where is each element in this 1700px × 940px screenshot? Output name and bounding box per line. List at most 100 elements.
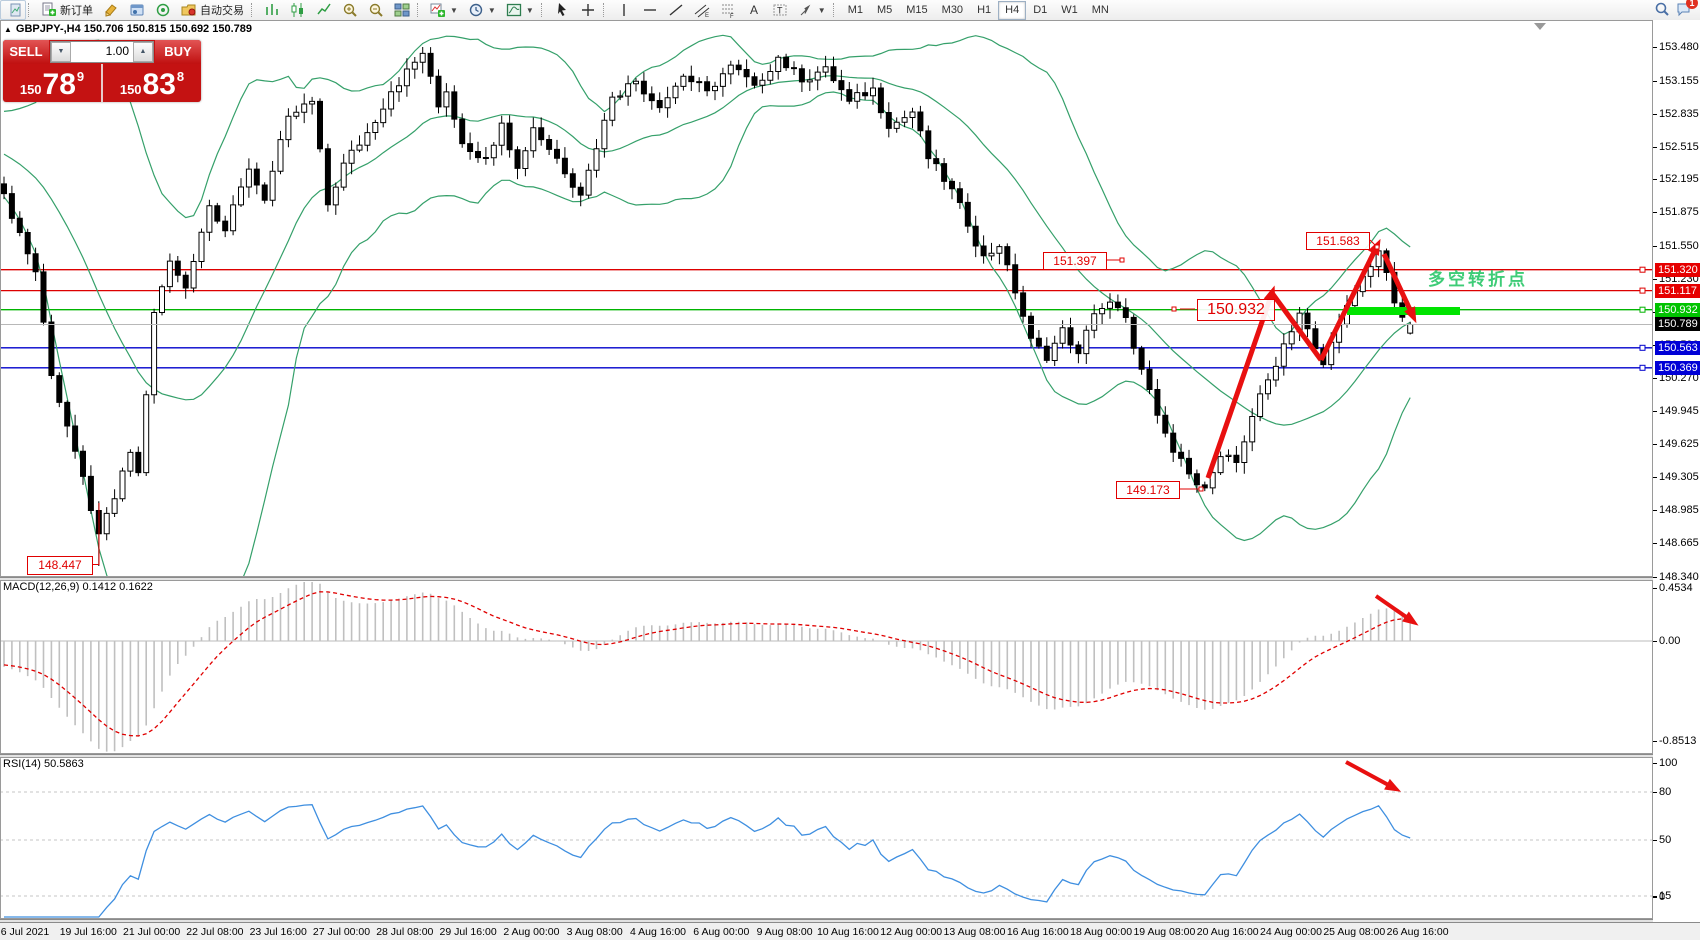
arrows-menu[interactable]: ▼ bbox=[793, 0, 831, 20]
fibonacci-tool[interactable]: F bbox=[715, 0, 741, 20]
price-callout[interactable]: 148.447 bbox=[27, 556, 93, 575]
sell-button[interactable]: SELL bbox=[3, 40, 49, 64]
trend-arrow[interactable] bbox=[1318, 244, 1380, 362]
axis-tick bbox=[1653, 444, 1657, 446]
volume-input[interactable]: 1.00 bbox=[105, 44, 129, 58]
cn-text-annotation[interactable]: 多空转折点 bbox=[1428, 270, 1528, 289]
rsi-panel[interactable] bbox=[0, 757, 1653, 919]
time-axis-label: 24 Aug 00:00 bbox=[1260, 926, 1322, 938]
zoom-out-icon[interactable] bbox=[363, 0, 389, 20]
time-axis[interactable]: 6 Jul 2021 19 Jul 16:00 21 Jul 00:00 22 Jul… bbox=[0, 922, 1700, 940]
cursor-tool[interactable] bbox=[549, 0, 575, 20]
price-callout[interactable]: 149.173 bbox=[1116, 481, 1180, 499]
time-axis-label: 22 Jul 08:00 bbox=[186, 926, 244, 938]
rsi-scale-label: 80 bbox=[1659, 786, 1672, 798]
timeframe-m1[interactable]: M1 bbox=[847, 3, 863, 16]
timeframe-m30[interactable]: M30 bbox=[941, 3, 964, 16]
shapes-icon bbox=[798, 2, 814, 18]
trend-arrow[interactable] bbox=[1269, 291, 1324, 362]
text-label-tool[interactable]: T bbox=[767, 0, 793, 20]
tile-windows-icon[interactable] bbox=[389, 0, 415, 20]
bar-chart-icon[interactable] bbox=[259, 0, 285, 20]
axis-tick bbox=[1653, 80, 1657, 82]
candlestick-chart-icon[interactable] bbox=[285, 0, 311, 20]
chart-shift-marker[interactable] bbox=[1534, 23, 1546, 30]
trend-arrow[interactable] bbox=[1205, 292, 1275, 479]
volume-up-button[interactable]: ▲ bbox=[133, 42, 153, 62]
auto-trading-button[interactable]: 自动交易 bbox=[176, 0, 249, 20]
crosshair-tool[interactable] bbox=[575, 0, 601, 20]
equidistant-channel-tool[interactable]: E bbox=[689, 0, 715, 20]
time-axis-label: 13 Aug 08:00 bbox=[943, 926, 1006, 938]
macd-panel[interactable] bbox=[0, 580, 1653, 754]
line-chart-icon[interactable] bbox=[311, 0, 337, 20]
axis-tick bbox=[1653, 179, 1657, 181]
axis-tick bbox=[1653, 641, 1657, 642]
gold-tool-icon bbox=[103, 2, 119, 18]
line-handle[interactable] bbox=[1639, 287, 1646, 294]
timeframe-m15[interactable]: M15 bbox=[906, 3, 928, 16]
templates-menu[interactable]: ▼ bbox=[501, 0, 539, 20]
green-highlight-bar[interactable] bbox=[1347, 307, 1460, 315]
bollinger-upper-band bbox=[3, 34, 1411, 336]
time-axis-label: 26 Aug 16:00 bbox=[1386, 926, 1449, 938]
trendline-tool[interactable] bbox=[663, 0, 689, 20]
sell-price[interactable]: 150 78 9 bbox=[3, 64, 103, 102]
vertical-line-tool[interactable] bbox=[611, 0, 637, 20]
price-axis[interactable]: 153.480 153.155 152.835 152.515 152.195 151.8… bbox=[1653, 20, 1700, 922]
zoom-in-icon[interactable] bbox=[337, 0, 363, 20]
search-icon[interactable] bbox=[1654, 1, 1670, 20]
price-line-label: 150.563 bbox=[1655, 340, 1700, 355]
timeframe-w1[interactable]: W1 bbox=[1061, 3, 1078, 16]
horizontal-line-tool[interactable] bbox=[637, 0, 663, 20]
time-axis-label: 19 Jul 16:00 bbox=[59, 926, 117, 938]
data-window-icon[interactable] bbox=[150, 0, 176, 20]
volume-down-button[interactable]: ▼ bbox=[51, 42, 71, 62]
timeframe-h1[interactable]: H1 bbox=[977, 3, 992, 16]
timeframe-mn[interactable]: MN bbox=[1091, 3, 1109, 16]
price-callout[interactable]: 150.932 bbox=[1197, 299, 1275, 321]
price-callout[interactable]: 151.397 bbox=[1043, 252, 1107, 270]
buy-button[interactable]: BUY bbox=[155, 40, 201, 64]
price-callout[interactable]: 151.583 bbox=[1306, 232, 1370, 250]
timeframe-d1[interactable]: D1 bbox=[1033, 3, 1048, 16]
timeframe-group: M1 M5 M15 M30 H1 H4 D1 W1 MN bbox=[841, 0, 1116, 20]
symbol-info: ▲ GBPJPY-,H4 150.706 150.815 150.692 150… bbox=[4, 23, 252, 35]
indicators-menu[interactable]: ▼ bbox=[425, 0, 463, 20]
text-label-icon: T bbox=[772, 2, 788, 18]
axis-tick bbox=[1653, 897, 1657, 898]
rsi-arrow[interactable] bbox=[1345, 760, 1395, 790]
line-handle[interactable] bbox=[1639, 306, 1646, 313]
trend-arrow[interactable] bbox=[1381, 252, 1416, 318]
text-tool[interactable]: A bbox=[741, 0, 767, 20]
periods-menu[interactable]: ▼ bbox=[463, 0, 501, 20]
time-axis-label: 3 Aug 08:00 bbox=[566, 926, 623, 938]
line-handle[interactable] bbox=[1639, 364, 1646, 371]
axis-tick bbox=[1653, 47, 1657, 48]
buy-price[interactable]: 150 83 8 bbox=[103, 64, 201, 102]
axis-tick bbox=[1653, 740, 1657, 742]
timeframe-m5[interactable]: M5 bbox=[876, 3, 893, 16]
svg-text:T: T bbox=[777, 6, 783, 16]
axis-tick bbox=[1653, 763, 1657, 764]
line-handle[interactable] bbox=[1639, 344, 1646, 351]
svg-text:A: A bbox=[750, 3, 758, 17]
main-chart-plot[interactable] bbox=[0, 20, 1653, 577]
text-a-icon: A bbox=[746, 2, 762, 18]
market-watch-icon[interactable] bbox=[124, 0, 150, 20]
line-handle[interactable] bbox=[1639, 266, 1646, 273]
buy-price-pips: 83 bbox=[142, 68, 176, 101]
new-order-button[interactable]: 新订单 bbox=[36, 0, 98, 20]
rsi-line bbox=[4, 804, 1411, 918]
sell-price-base: 150 bbox=[19, 82, 42, 97]
notifications-icon[interactable]: 1 bbox=[1676, 0, 1698, 20]
price-scale-label: 153.155 bbox=[1659, 74, 1699, 87]
window-icon[interactable] bbox=[0, 0, 26, 20]
styler-icon[interactable] bbox=[98, 0, 124, 20]
rsi-scale-label: 50 bbox=[1659, 834, 1672, 846]
timeframe-h4[interactable]: H4 bbox=[998, 0, 1027, 20]
time-axis-label: 10 Aug 16:00 bbox=[816, 926, 879, 938]
axis-tick bbox=[1653, 212, 1657, 214]
macd-signal-line bbox=[3, 591, 1411, 737]
